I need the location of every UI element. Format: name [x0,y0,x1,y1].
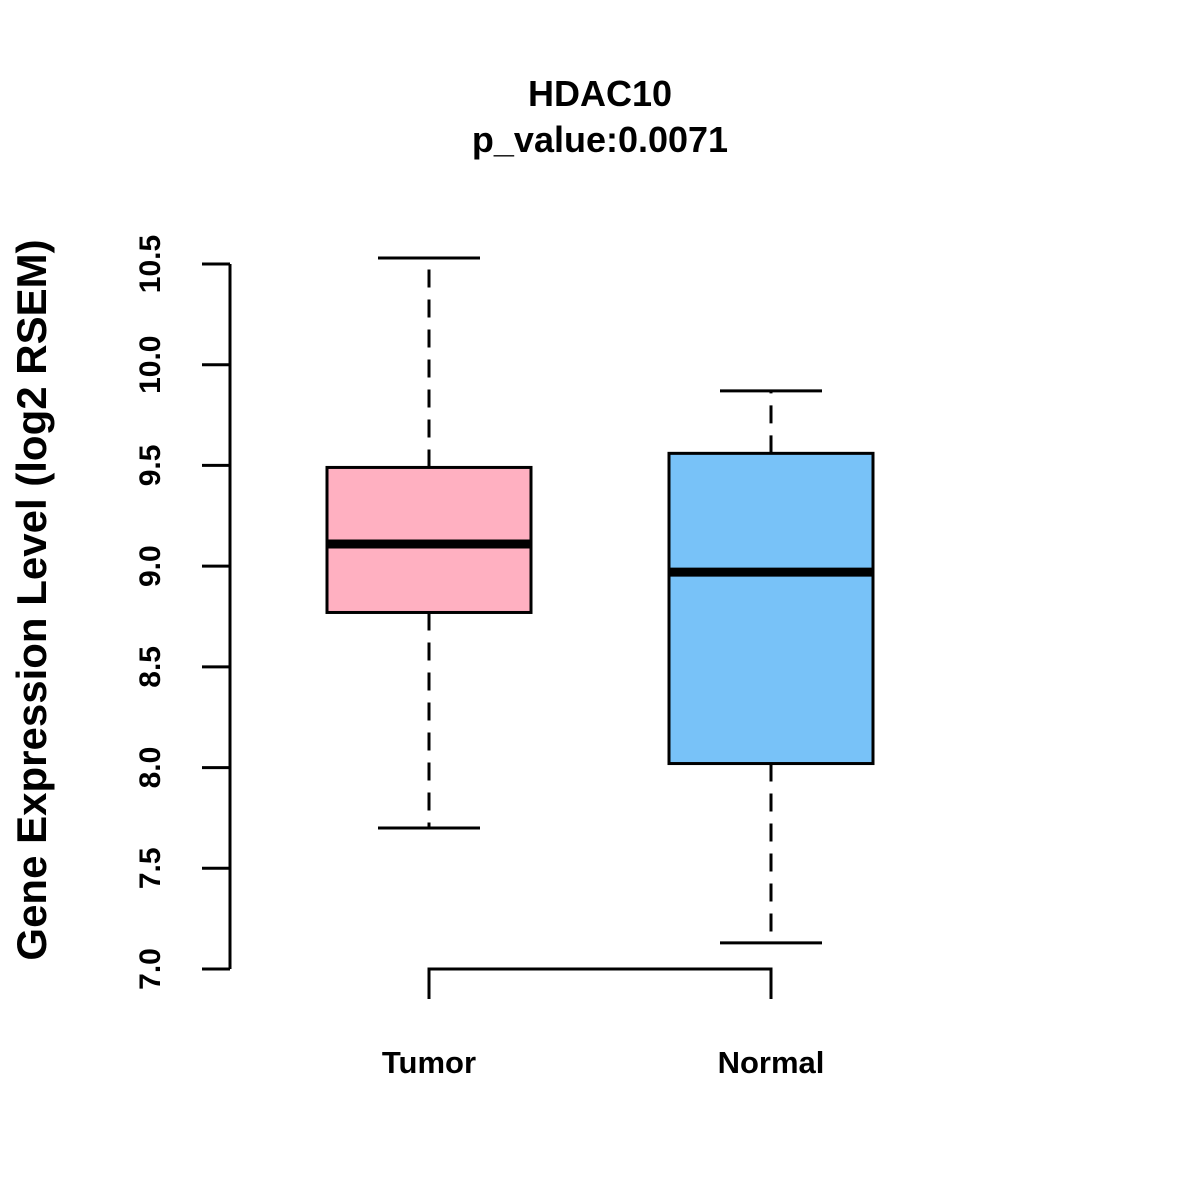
category-labels: Tumor Normal [382,1045,824,1080]
category-label-normal: Normal [718,1045,825,1080]
chart-subtitle: p_value:0.0071 [472,119,728,160]
y-tick-label: 9.0 [134,545,167,587]
bracket-line [427,967,773,999]
y-tick-label: 8.5 [134,646,167,688]
box-tumor [325,256,533,830]
y-tick-label: 9.5 [134,445,167,487]
y-tick-label: 7.5 [134,847,167,889]
significance-bracket [427,967,773,999]
box-normal [667,389,875,945]
y-axis: 7.0 7.5 8.0 8.5 9.0 9.5 10.0 10.5 [134,235,232,990]
chart-title: HDAC10 [528,73,672,114]
category-label-tumor: Tumor [382,1045,476,1080]
boxes-layer [325,256,875,945]
y-axis-label: Gene Expression Level (log2 RSEM) [8,239,55,960]
y-tick-label: 10.0 [134,336,167,394]
y-tick-label: 7.0 [134,948,167,990]
iqr-box [667,451,875,766]
y-tick-label: 8.0 [134,747,167,789]
y-tick-label: 10.5 [134,235,167,293]
